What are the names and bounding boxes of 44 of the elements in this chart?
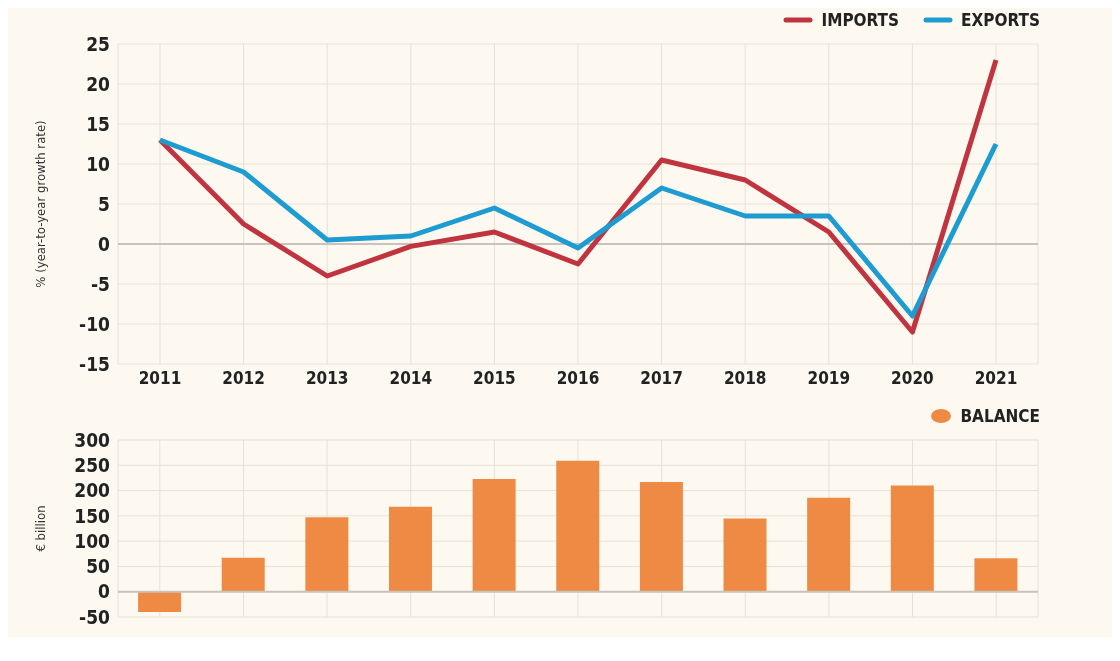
- bar: [305, 517, 349, 592]
- x-tick-label: 2020: [891, 368, 934, 389]
- x-tick-label: 2016: [556, 368, 600, 389]
- y-tick-label: 50: [86, 555, 111, 578]
- y-tick-label: 5: [98, 192, 110, 215]
- bar: [472, 478, 516, 592]
- legend-label: IMPORTS: [821, 10, 900, 30]
- bar: [138, 591, 182, 612]
- x-tick-label: 2017: [640, 368, 683, 389]
- bar: [974, 558, 1018, 592]
- x-tick-label: 2019: [807, 368, 851, 389]
- x-tick-label: 2015: [473, 368, 516, 389]
- y-tick-label: -15: [79, 352, 110, 375]
- bar: [556, 460, 600, 592]
- x-tick-label: 2014: [389, 368, 433, 389]
- y-tick-label: 0: [98, 580, 111, 603]
- bar: [221, 557, 265, 592]
- x-tick-label: 2018: [723, 368, 767, 389]
- x-tick-label: 2013: [305, 368, 349, 389]
- bar: [723, 518, 767, 592]
- y-tick-label: -50: [79, 605, 111, 628]
- x-tick-label: 2011: [138, 368, 182, 389]
- y-tick-label: 10: [86, 152, 111, 175]
- y-tick-label: 25: [86, 32, 110, 55]
- y-tick-label: -10: [79, 312, 111, 335]
- y-tick-label: 0: [98, 232, 111, 255]
- legend-label: BALANCE: [960, 406, 1040, 426]
- x-tick-label: 2021: [974, 368, 1018, 389]
- y-tick-label: 100: [74, 529, 111, 552]
- y-tick-label: 250: [74, 454, 111, 477]
- x-tick-label: 2012: [222, 368, 265, 389]
- y-axis-title: € billion: [32, 505, 48, 552]
- bar: [388, 506, 432, 592]
- y-tick-label: 300: [74, 428, 111, 451]
- y-tick-label: -5: [91, 272, 110, 295]
- y-tick-label: 200: [74, 479, 111, 502]
- bar: [639, 481, 683, 592]
- y-tick-label: 150: [74, 504, 111, 527]
- y-axis-title: % (year-to-year growth rate): [32, 120, 48, 288]
- bar: [890, 485, 934, 592]
- y-tick-label: 20: [86, 72, 111, 95]
- y-tick-label: 15: [86, 112, 110, 135]
- bar: [807, 497, 851, 592]
- legend-label: EXPORTS: [961, 10, 1040, 30]
